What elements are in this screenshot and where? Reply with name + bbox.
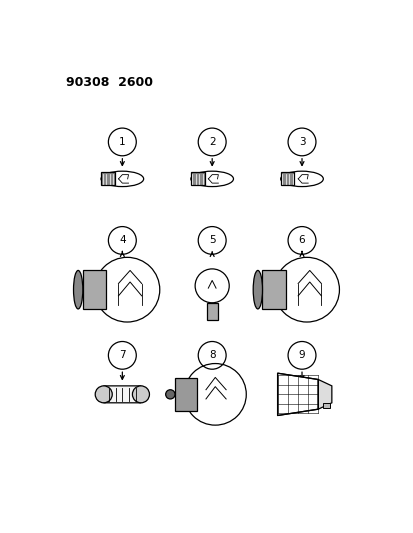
Circle shape xyxy=(195,269,229,303)
Polygon shape xyxy=(277,373,318,416)
FancyBboxPatch shape xyxy=(83,270,106,309)
Text: 90308  2600: 90308 2600 xyxy=(66,76,152,88)
Circle shape xyxy=(184,364,246,425)
FancyBboxPatch shape xyxy=(262,270,285,309)
Circle shape xyxy=(274,257,339,322)
Text: 4: 4 xyxy=(119,236,126,245)
Text: 5: 5 xyxy=(208,236,215,245)
FancyBboxPatch shape xyxy=(104,386,140,403)
FancyBboxPatch shape xyxy=(280,172,294,185)
Ellipse shape xyxy=(74,270,83,309)
FancyBboxPatch shape xyxy=(206,303,217,320)
FancyBboxPatch shape xyxy=(175,378,196,410)
FancyBboxPatch shape xyxy=(190,172,204,185)
Text: 9: 9 xyxy=(298,350,305,360)
Text: 6: 6 xyxy=(298,236,305,245)
Text: 3: 3 xyxy=(298,137,305,147)
Text: 2: 2 xyxy=(208,137,215,147)
Ellipse shape xyxy=(190,171,233,187)
Text: 7: 7 xyxy=(119,350,126,360)
Text: 8: 8 xyxy=(208,350,215,360)
Ellipse shape xyxy=(101,171,143,187)
Ellipse shape xyxy=(280,171,323,187)
Circle shape xyxy=(95,257,159,322)
Circle shape xyxy=(132,386,149,403)
Circle shape xyxy=(95,386,112,403)
Polygon shape xyxy=(318,379,331,409)
Circle shape xyxy=(165,390,175,399)
Text: 1: 1 xyxy=(119,137,126,147)
Polygon shape xyxy=(322,403,330,408)
Ellipse shape xyxy=(253,270,262,309)
FancyBboxPatch shape xyxy=(101,172,114,185)
